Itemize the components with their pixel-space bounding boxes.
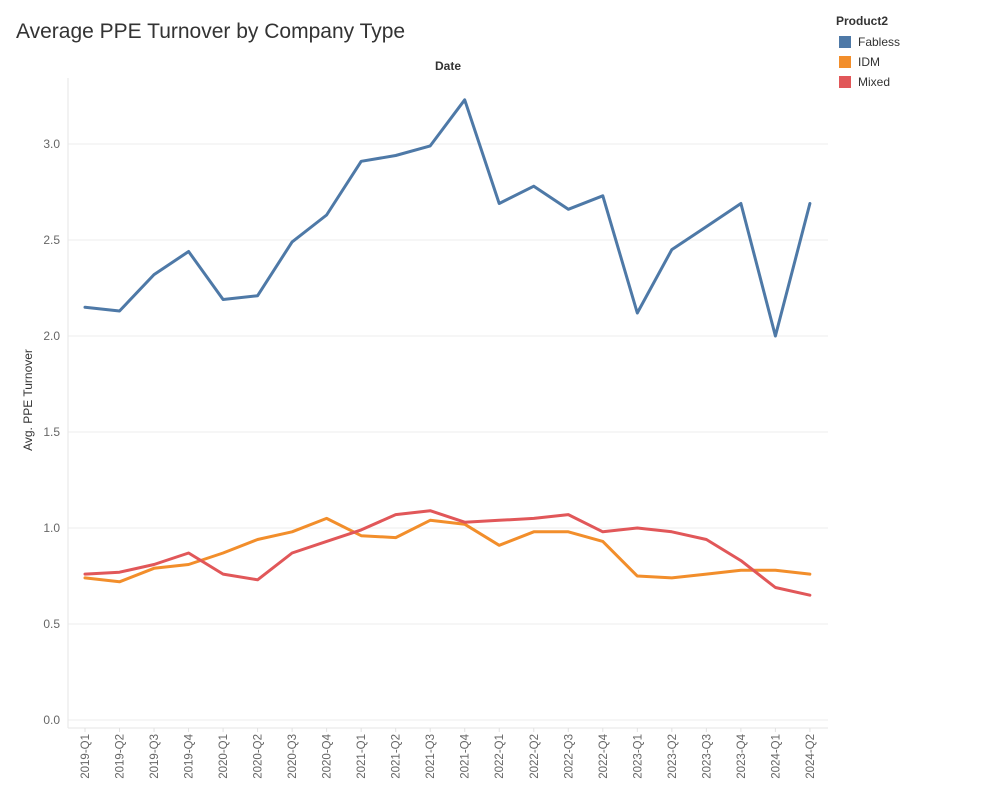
x-tick-label: 2019-Q1 xyxy=(80,734,92,779)
legend-swatch-mixed xyxy=(839,76,851,88)
legend-swatch-idm xyxy=(839,56,851,68)
legend-item-mixed[interactable]: Mixed xyxy=(836,72,986,92)
y-axis-title: Avg. PPE Turnover xyxy=(21,349,35,451)
legend-item-fabless[interactable]: Fabless xyxy=(836,32,986,52)
y-tick-label: 1.0 xyxy=(43,521,60,535)
x-tick-label: 2022-Q2 xyxy=(529,734,541,779)
x-tick-label: 2023-Q3 xyxy=(701,734,713,779)
x-tick-label: 2022-Q1 xyxy=(494,734,506,779)
series-line-fabless xyxy=(83,98,812,338)
y-tick-label: 2.0 xyxy=(43,329,60,343)
series-line-idm xyxy=(83,516,812,584)
x-tick-label: 2021-Q2 xyxy=(391,734,403,779)
legend-label-mixed: Mixed xyxy=(858,75,891,89)
x-tick-label: 2020-Q1 xyxy=(218,734,230,779)
y-tick-label: 0.5 xyxy=(43,617,60,631)
y-tick-label: 2.5 xyxy=(43,233,60,247)
legend-title: Product2 xyxy=(836,14,889,28)
chart-title: Average PPE Turnover by Company Type xyxy=(16,20,406,43)
legend-label-fabless: Fabless xyxy=(858,35,901,49)
axes: 0.0 0.5 1.0 1.5 2.0 2.5 3.0 2019-Q1 2019-Q2 2019-… xyxy=(43,78,828,779)
legend: Product2 Fabless IDM Mixed xyxy=(836,14,986,92)
legend-swatch-fabless xyxy=(839,36,851,48)
x-tick-label: 2020-Q3 xyxy=(287,734,299,779)
series-line-mixed xyxy=(83,509,812,597)
x-tick-label: 2021-Q3 xyxy=(425,734,437,779)
x-tick-label: 2020-Q2 xyxy=(253,734,265,779)
x-tick-label: 2024-Q2 xyxy=(805,734,817,779)
x-axis-title: Date xyxy=(435,59,461,73)
x-tick-label: 2024-Q1 xyxy=(770,734,782,779)
x-tick-label: 2023-Q4 xyxy=(736,733,748,778)
y-tick-label: 0.0 xyxy=(43,713,60,727)
x-tick-label: 2022-Q4 xyxy=(598,733,610,778)
x-tick-label: 2019-Q2 xyxy=(115,734,127,779)
x-tick-label: 2019-Q4 xyxy=(184,733,196,778)
gridlines xyxy=(68,143,828,721)
x-tick-label: 2021-Q1 xyxy=(356,734,368,779)
x-tick-label: 2022-Q3 xyxy=(563,734,575,779)
x-tick-label: 2021-Q4 xyxy=(460,733,472,778)
x-tick-label: 2023-Q2 xyxy=(667,734,679,779)
y-tick-label: 1.5 xyxy=(43,425,60,439)
x-tick-label: 2020-Q4 xyxy=(322,733,334,778)
legend-item-idm[interactable]: IDM xyxy=(836,52,986,72)
series-lines xyxy=(83,98,812,597)
x-tick-label: 2023-Q1 xyxy=(632,734,644,779)
legend-label-idm: IDM xyxy=(858,55,880,69)
y-tick-label: 3.0 xyxy=(43,137,60,151)
x-tick-label: 2019-Q3 xyxy=(149,734,161,779)
